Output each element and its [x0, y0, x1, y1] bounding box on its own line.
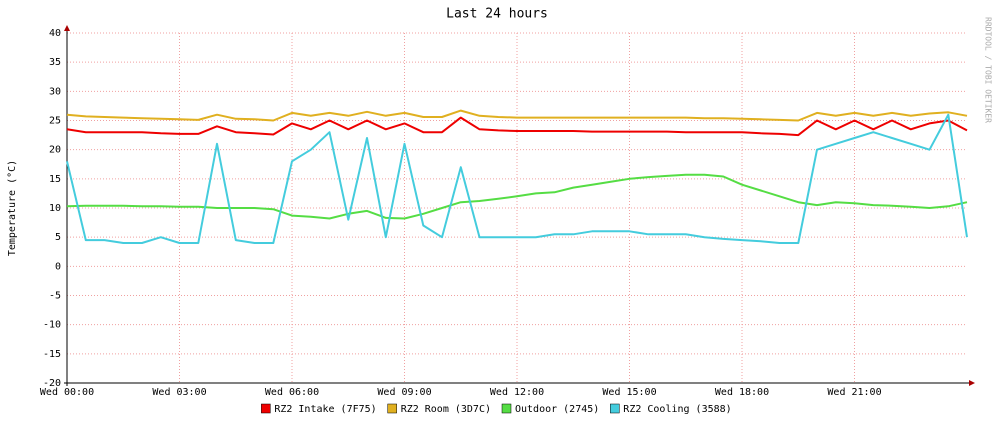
legend: RZ2 Intake (7F75) RZ2 Room (3D7C) Outdoor …: [261, 403, 732, 415]
y-tick-label: -15: [43, 349, 61, 360]
y-tick-label: -20: [43, 378, 61, 389]
legend-swatch: [501, 403, 512, 414]
legend-swatch: [610, 403, 620, 414]
x-tick-label: Wed 12:00: [490, 387, 544, 398]
y-tick-label: -5: [49, 291, 61, 302]
legend-label: Outdoor (2745): [515, 404, 599, 415]
x-tick-label: Wed 18:00: [715, 387, 769, 398]
y-tick-label: 20: [49, 145, 61, 156]
series-line: [66, 109, 968, 122]
series-line: [66, 116, 968, 137]
x-tick-label: Wed 15:00: [602, 387, 656, 398]
legend-label: RZ2 Cooling (3588): [623, 404, 731, 415]
credit: RRDTOOL / TOBI OETIKER: [984, 17, 993, 123]
y-tick-label: 40: [49, 28, 61, 39]
x-tick-label: Wed 00:00: [40, 387, 94, 398]
x-tick-label: Wed 09:00: [377, 387, 431, 398]
axis-arrow: [969, 380, 975, 386]
legend-label: RZ2 Intake (7F75): [274, 404, 376, 415]
y-tick-label: -10: [43, 320, 61, 331]
y-tick-label: 35: [49, 57, 61, 68]
y-tick-label: 10: [49, 203, 61, 214]
y-tick-label: 15: [49, 174, 61, 185]
x-tick-label: Wed 06:00: [265, 387, 319, 398]
axis-arrow: [64, 25, 70, 31]
y-tick-label: 5: [55, 232, 61, 243]
y-tick-label: 25: [49, 116, 61, 127]
series-line: [66, 113, 968, 244]
legend-label: RZ2 Room (3D7C): [401, 404, 491, 415]
y-tick-label: 30: [49, 86, 61, 97]
legend-swatch: [261, 403, 271, 414]
y-axis-label: Temperature (°C): [7, 160, 18, 256]
legend-swatch: [387, 403, 397, 414]
x-tick-label: Wed 21:00: [827, 387, 881, 398]
series-line: [66, 173, 968, 220]
y-tick-label: 0: [55, 261, 61, 272]
x-tick-label: Wed 03:00: [152, 387, 206, 398]
chart-title: Last 24 hours: [446, 7, 548, 22]
